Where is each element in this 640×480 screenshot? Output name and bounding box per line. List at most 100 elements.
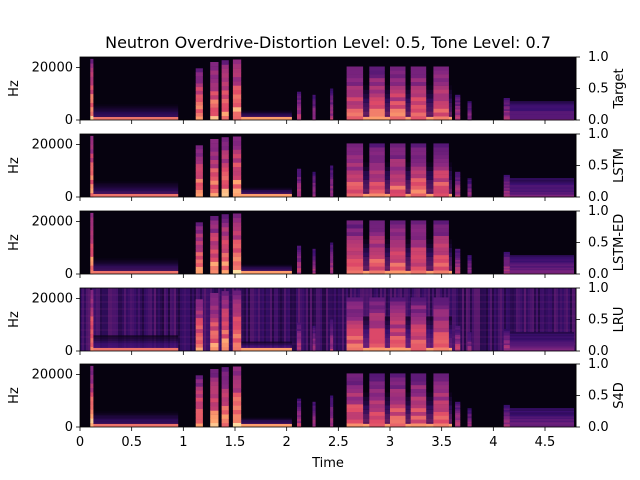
noise-column	[484, 288, 486, 351]
transient-event	[297, 322, 302, 325]
transient-event	[390, 235, 406, 240]
transient-event	[232, 269, 242, 275]
transient-event	[210, 326, 219, 331]
transient-event	[410, 262, 427, 267]
transient-event	[195, 79, 203, 84]
sustain-band	[92, 181, 179, 184]
transient-event	[433, 243, 449, 248]
transient-event	[312, 193, 316, 196]
transient-event	[90, 170, 94, 176]
transient-event	[346, 181, 364, 186]
noise-column	[220, 288, 222, 351]
transient-event	[232, 226, 242, 232]
transient-event	[455, 403, 461, 406]
transient-event	[195, 303, 203, 307]
transient-event	[433, 392, 449, 397]
transient-event	[467, 422, 472, 425]
transient-event	[195, 408, 203, 413]
transient-event	[455, 177, 461, 180]
noise-column	[124, 288, 126, 351]
transient-event	[330, 174, 334, 177]
noise-column	[278, 288, 280, 351]
transient-event	[210, 334, 219, 339]
transient-event	[455, 345, 461, 348]
transient-event	[410, 251, 427, 256]
transient-event	[312, 116, 316, 119]
sustain-band	[240, 418, 292, 420]
transient-event	[232, 346, 242, 352]
transient-event	[509, 187, 574, 190]
noise-column	[174, 288, 176, 351]
transient-event	[433, 316, 449, 321]
transient-event	[455, 272, 461, 275]
transient-event	[210, 261, 219, 266]
transient-event	[210, 305, 219, 310]
transient-event	[210, 180, 219, 185]
transient-event	[330, 115, 334, 118]
transient-event	[455, 268, 461, 271]
transient-event	[330, 185, 334, 189]
transient-event	[232, 140, 242, 146]
transient-event	[210, 232, 219, 237]
transient-event	[346, 308, 364, 313]
noise-column	[118, 288, 120, 351]
transient-event	[195, 262, 203, 267]
transient-event	[232, 192, 242, 198]
transient-event	[369, 154, 385, 159]
sustain-band	[92, 343, 179, 346]
transient-event	[503, 179, 510, 182]
transient-event	[455, 186, 461, 189]
transient-event	[433, 181, 449, 186]
transient-event	[369, 404, 385, 409]
transient-event	[312, 418, 316, 421]
transient-event	[346, 347, 364, 352]
noise-column	[128, 288, 130, 351]
y-tick-label: 20000	[32, 292, 73, 307]
transient-event	[297, 272, 302, 275]
noise-column	[292, 288, 294, 351]
noise-column	[530, 288, 532, 351]
noise-column	[486, 288, 488, 351]
transient-event	[410, 231, 427, 236]
transient-event	[346, 235, 364, 240]
panel-label: LRU	[612, 307, 627, 333]
transient-event	[467, 106, 472, 109]
transient-event	[312, 195, 316, 198]
transient-event	[297, 408, 302, 412]
transient-event	[90, 98, 94, 103]
transient-event	[297, 184, 302, 188]
transient-event	[330, 108, 334, 112]
noise-column	[488, 288, 490, 351]
transient-event	[467, 178, 472, 180]
transient-event	[369, 388, 385, 393]
transient-event	[330, 102, 334, 105]
noise-column	[296, 288, 298, 351]
transient-event	[346, 373, 364, 378]
transient-event	[467, 268, 472, 271]
transient-event	[297, 263, 302, 267]
transient-event	[410, 400, 427, 405]
transient-event	[195, 332, 203, 337]
transient-event	[390, 162, 406, 167]
transient-event	[509, 420, 574, 422]
transient-event	[346, 151, 364, 156]
transient-event	[232, 171, 242, 176]
transient-event	[369, 339, 385, 344]
transient-event	[297, 109, 302, 113]
transient-event	[455, 107, 461, 110]
transient-event	[297, 195, 302, 198]
noise-column	[572, 288, 574, 351]
transient-event	[509, 186, 574, 188]
transient-event	[390, 384, 406, 389]
transient-event	[503, 328, 510, 331]
transient-event	[433, 404, 449, 409]
transient-event	[410, 235, 427, 240]
sustain-band	[240, 422, 292, 424]
transient-event	[232, 405, 242, 410]
transient-event	[410, 108, 427, 113]
transient-event	[369, 411, 385, 416]
right-tick-label: 0.5	[588, 313, 609, 328]
transient-event	[509, 412, 574, 414]
transient-event	[297, 186, 302, 190]
